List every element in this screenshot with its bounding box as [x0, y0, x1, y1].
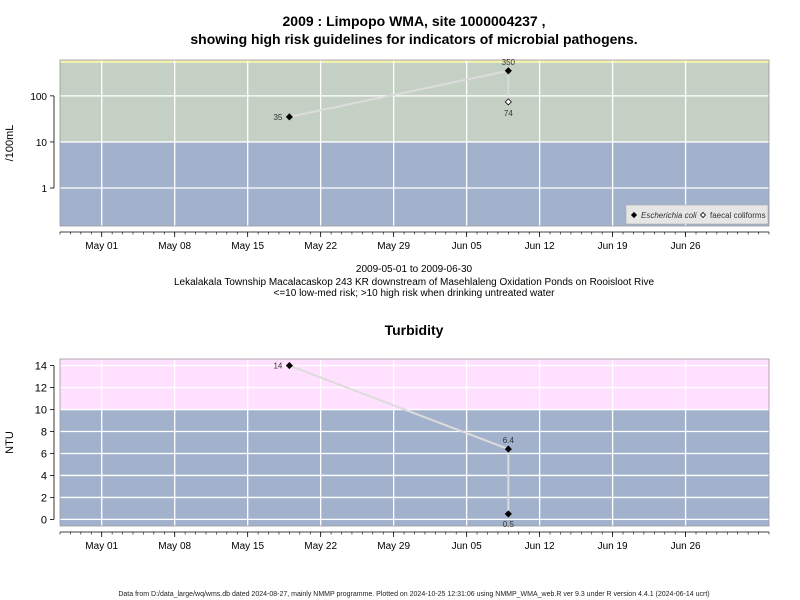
data-label: 6.4 — [503, 436, 515, 445]
data-point — [504, 445, 512, 453]
y-tick-label: 1 — [41, 184, 47, 195]
x-tick-label: May 01 — [85, 541, 118, 552]
data-label: 0.5 — [503, 520, 515, 529]
chart-title: Turbidity — [385, 322, 444, 338]
data-label: 35 — [273, 113, 282, 122]
data-point — [285, 362, 293, 370]
y-tick-label: 0 — [41, 514, 47, 526]
y-tick-label: 8 — [41, 427, 47, 439]
data-point — [504, 67, 512, 75]
data-label: 74 — [504, 109, 513, 118]
x-tick-label: May 01 — [85, 241, 118, 252]
data-point — [504, 98, 512, 106]
data-point — [285, 113, 293, 121]
legend-box — [625, 204, 769, 225]
series-line — [289, 69, 509, 118]
x-tick-label: Jun 12 — [525, 541, 555, 552]
plot-frame — [59, 59, 770, 227]
y-axis-label: /100mL — [4, 125, 16, 162]
chart-title: 2009 : Limpopo WMA, site 1000004237 , — [283, 13, 546, 29]
x-tick-label: Jun 12 — [525, 241, 555, 252]
chart-subtitle: showing high risk guidelines for indicat… — [190, 31, 637, 47]
y-tick-label: 10 — [36, 138, 48, 149]
chart-panel-2: Turbidity May 01 May 08 May 15 May 22 May 29 J… — [4, 322, 770, 552]
y-tick-label: 10 — [35, 405, 47, 417]
y-tick-label: 4 — [41, 470, 47, 482]
x-tick-label: May 29 — [377, 541, 410, 552]
x-tick-label: May 29 — [377, 241, 410, 252]
y-tick-label: 12 — [35, 383, 47, 395]
x-tick-label: Jun 26 — [671, 241, 701, 252]
data-label: 14 — [273, 362, 282, 371]
chart-caption-line: Lekalakala Township Macalacaskop 243 KR … — [174, 277, 655, 288]
legend-label: Escherichia coli — [641, 211, 697, 220]
y-tick-label: 100 — [30, 92, 47, 103]
y-axis-label: NTU — [4, 431, 16, 454]
data-label: 350 — [502, 58, 516, 67]
y-tick-label: 2 — [41, 492, 47, 504]
x-tick-label: May 22 — [304, 241, 337, 252]
plot-frame — [59, 358, 770, 527]
legend-label: faecal coliforms — [710, 211, 766, 220]
x-tick-label: May 15 — [231, 241, 264, 252]
x-tick-label: Jun 19 — [598, 241, 628, 252]
y-tick-label: 14 — [35, 361, 47, 373]
risk-zone — [60, 359, 769, 410]
x-tick-label: Jun 05 — [452, 241, 482, 252]
chart-panel-1: 2009 : Limpopo WMA, site 1000004237 , sho… — [4, 13, 770, 299]
legend-marker — [699, 211, 707, 219]
data-point — [504, 510, 512, 518]
risk-zone — [60, 60, 769, 142]
chart-caption-line: <=10 low-med risk; >10 high risk when dr… — [274, 288, 556, 299]
x-tick-label: Jun 26 — [671, 541, 701, 552]
x-tick-label: May 08 — [158, 541, 191, 552]
footer-note: Data from D:/data_large/wq/wms.db dated … — [118, 591, 709, 598]
y-tick-label: 6 — [41, 448, 47, 460]
chart-legend: Escherichia coli faecal coliforms — [625, 204, 769, 225]
x-tick-label: May 15 — [231, 541, 264, 552]
chart-caption-line: 2009-05-01 to 2009-06-30 — [356, 264, 473, 275]
x-tick-label: May 22 — [304, 541, 337, 552]
x-tick-label: May 08 — [158, 241, 191, 252]
risk-zone — [60, 409, 769, 526]
x-tick-label: Jun 05 — [452, 541, 482, 552]
x-tick-label: Jun 19 — [598, 541, 628, 552]
legend-marker — [630, 211, 638, 219]
